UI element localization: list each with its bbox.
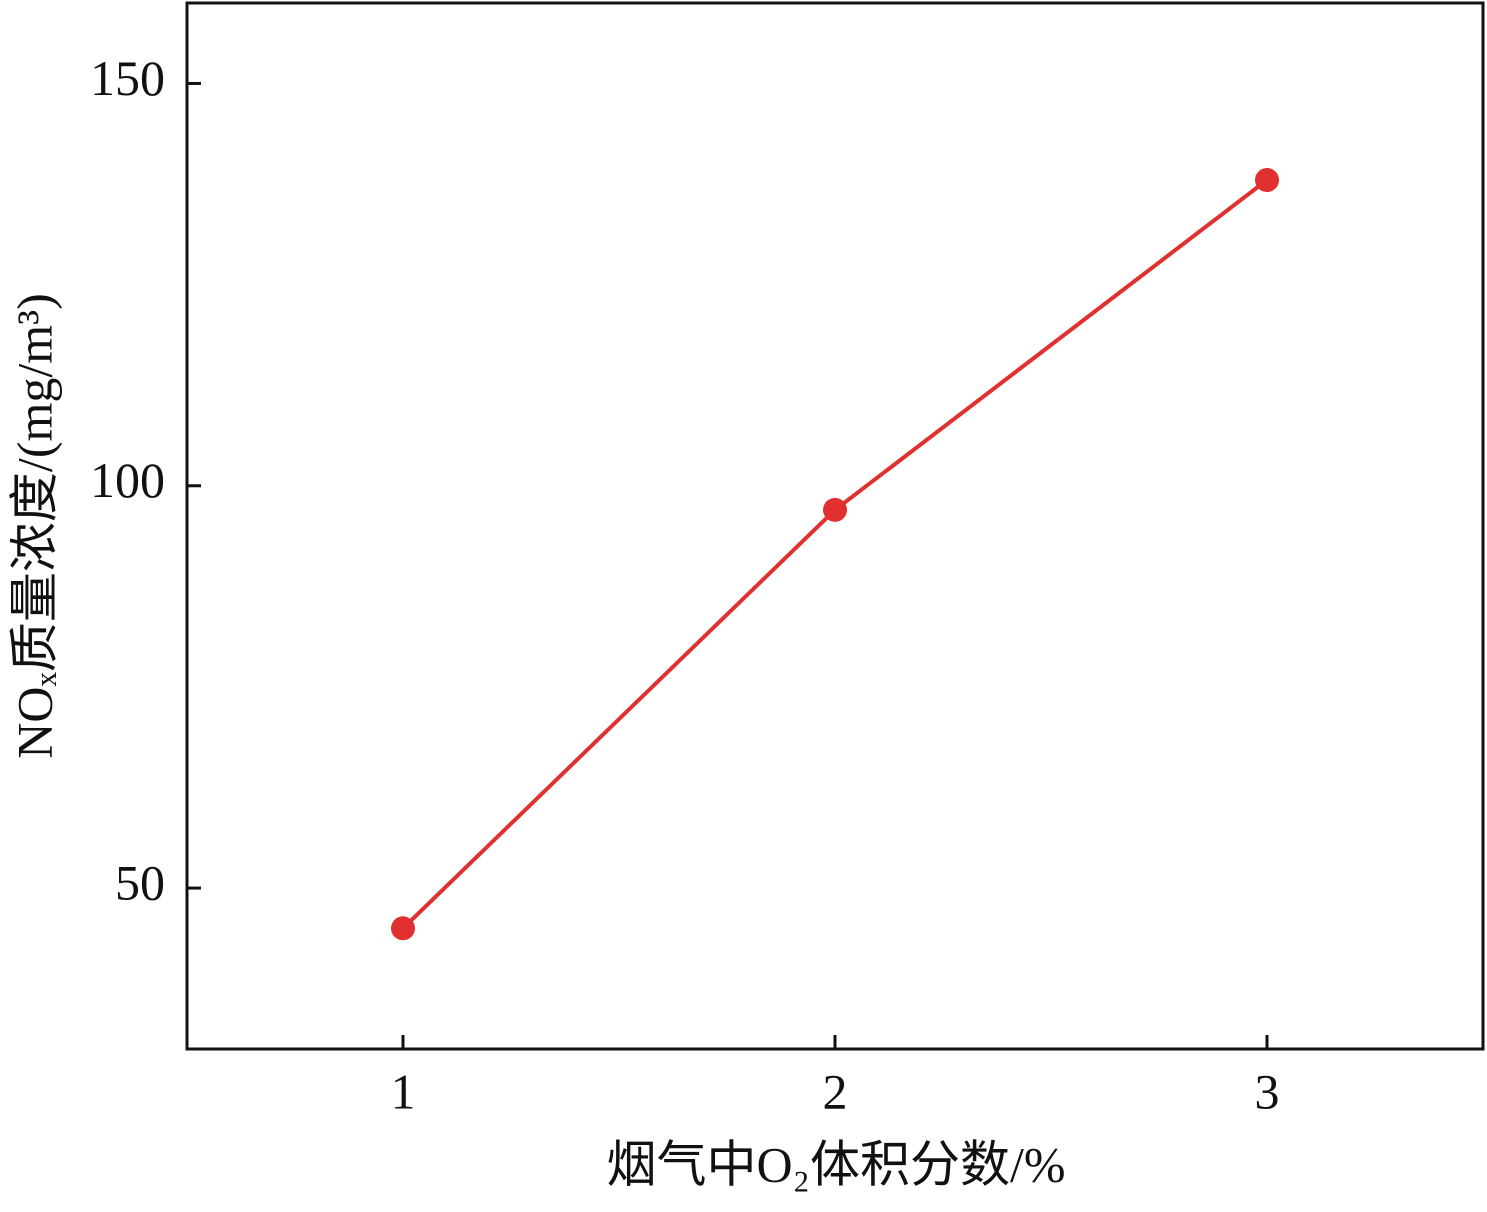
x-tick-label: 1 <box>391 1063 416 1119</box>
y-tick-label: 100 <box>90 452 165 508</box>
y-tick-label: 50 <box>115 855 165 911</box>
plot-frame <box>185 1 1485 1051</box>
x-axis-label: 烟气中O₂体积分数/% <box>606 1136 1065 1192</box>
y-tick-label: 150 <box>90 50 165 106</box>
series-line <box>401 178 1269 930</box>
data-point <box>1255 168 1279 193</box>
x-tick-label: 3 <box>1255 1063 1280 1119</box>
x-tick-label: 2 <box>823 1063 848 1119</box>
data-point <box>823 497 847 522</box>
y-axis-label: NOₓ质量浓度/(mg/m³) <box>6 293 62 759</box>
data-point <box>391 916 415 941</box>
